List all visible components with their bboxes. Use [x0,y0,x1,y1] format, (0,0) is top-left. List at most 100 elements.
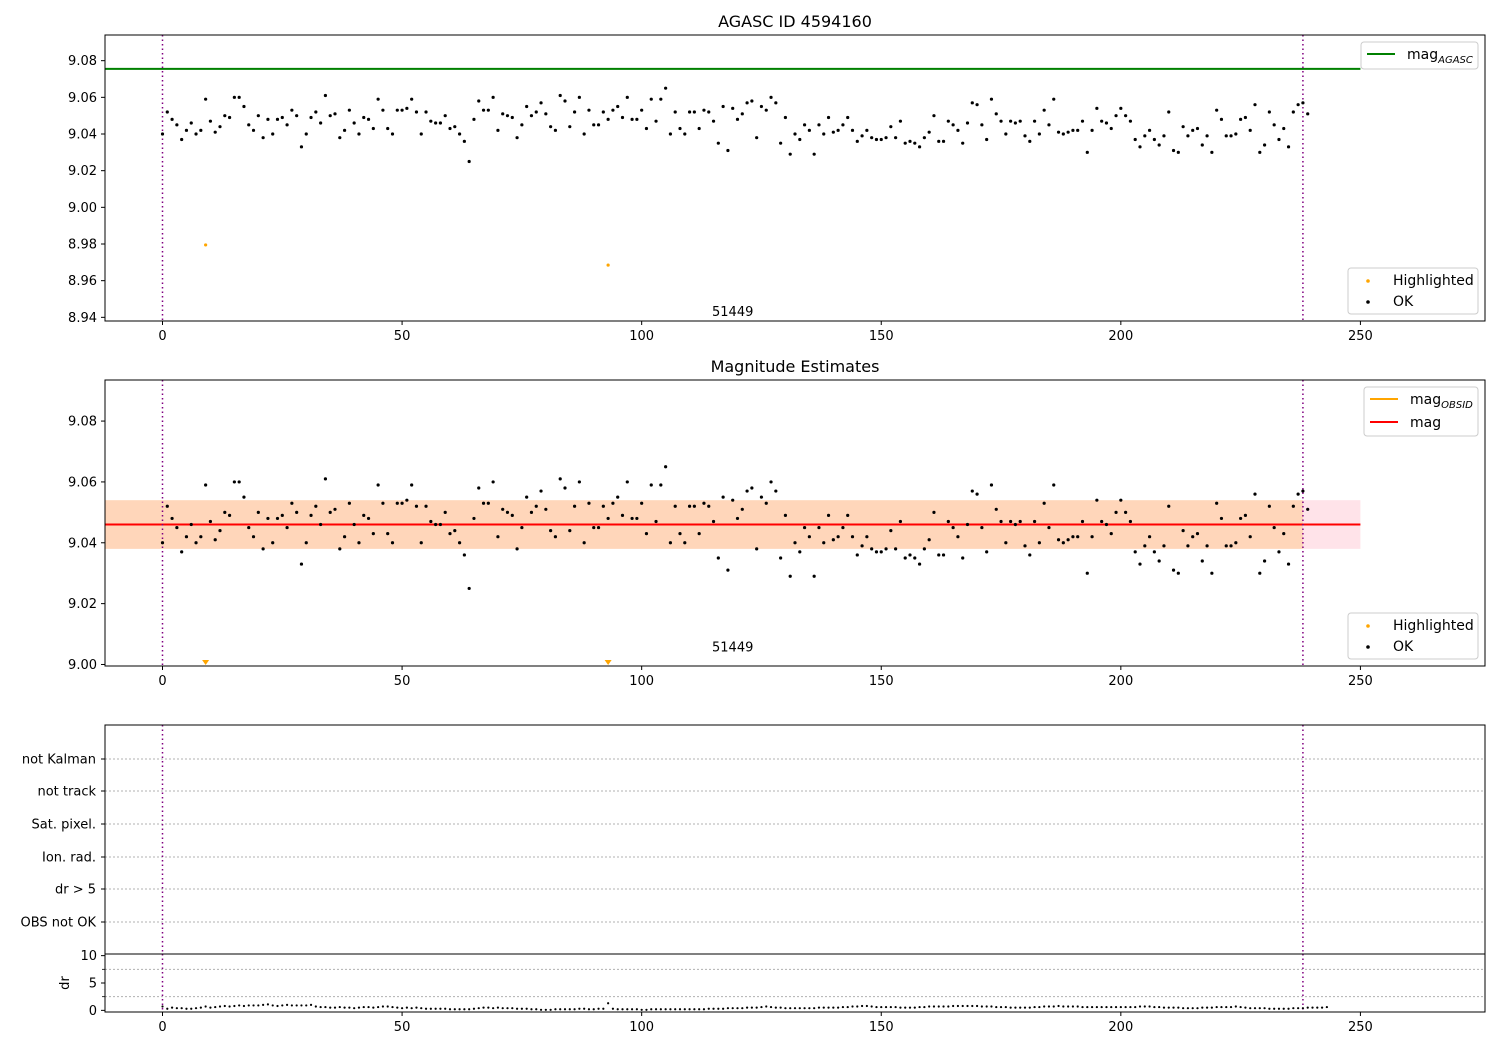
dr-point [1205,1006,1209,1009]
ok-point [218,125,222,129]
ok-point [338,136,342,140]
ok-point [1076,128,1080,132]
x-tick-label: 150 [869,1020,894,1035]
ok-point [975,103,979,107]
ok-point [846,513,850,517]
dr-point [1100,1005,1103,1009]
ok-point [405,498,409,502]
dr-point [961,1004,964,1008]
dr-point [353,1007,356,1010]
ok-point [860,544,864,548]
dr-point [669,1008,672,1011]
ok-point [678,126,682,131]
ok-point [486,108,490,112]
ok-point [390,541,395,545]
ok-point [611,108,615,112]
dr-point [769,1005,773,1009]
y-tick-label: 9.08 [68,415,97,430]
ok-point [1219,117,1224,121]
ok-point [1176,571,1180,575]
dr-point [698,1008,701,1011]
ok-point [366,516,371,521]
dr-point [1325,1005,1328,1009]
ok-point [673,504,677,508]
dr-point [1071,1005,1075,1008]
ok-point [481,108,486,112]
ok-point [371,126,375,131]
ok-point [160,132,165,136]
dr-point [808,1007,811,1010]
ok-point [620,513,625,517]
y-tick-label: 9.04 [68,128,97,143]
dr-point [645,1008,648,1011]
ok-point [1282,532,1286,536]
dr-point [458,1008,461,1011]
ok-point [812,574,816,578]
dr-point [1311,1006,1314,1009]
ok-point [903,556,907,560]
ok-point [894,547,898,551]
ok-point [802,525,807,530]
dr-point [434,1007,437,1010]
ok-point [1306,507,1310,511]
ok-point [438,121,443,125]
dr-point [492,1007,495,1010]
flag-label: Ion. rad. [42,851,96,866]
ok-point [755,136,759,140]
ok-point [1267,504,1271,508]
dr-point [664,1008,667,1011]
dr-point [410,1007,413,1010]
panel-magnitude-estimates: Magnitude Estimates 51449 0 50 100 150 200 250 9… [68,357,1486,689]
panel-dr: 0 50 100 150 200 250 0 5 10 dr [58,949,1486,1035]
ok-point [1215,501,1219,505]
x-tick-label: 50 [394,1020,411,1035]
ok-point [994,112,998,116]
dr-point [161,1005,164,1008]
ok-point [553,535,558,539]
y-tick-label: 9.06 [68,475,97,490]
ok-point [1147,535,1152,539]
ok-point [525,495,529,499]
ok-point [793,132,797,136]
ok-point [1080,119,1085,123]
ok-point [438,522,443,527]
ok-point [443,510,447,514]
dr-point [424,1007,428,1010]
ok-point [1286,562,1291,566]
dr-point [1167,1006,1170,1009]
dr-point [257,1004,260,1007]
ok-point [213,130,217,134]
dr-point [429,1007,432,1010]
ok-point [1133,550,1137,554]
ok-point [678,532,682,536]
y-tick-label: 9.04 [68,536,97,551]
ok-point [376,483,380,487]
ok-point [601,504,605,508]
ok-point [1229,134,1233,138]
y-tick-label: 8.98 [68,238,97,253]
dr-point [204,1005,207,1008]
ok-point [596,525,601,530]
dr-point [688,1008,691,1011]
ok-point [774,101,778,105]
ok-point [309,115,313,120]
legend-highlighted-label: Highlighted [1393,273,1474,289]
dr-point [793,1007,797,1010]
ok-point [1056,538,1061,542]
ok-point [831,130,835,134]
dr-point [515,1007,519,1010]
ok-point [922,547,926,551]
dr-point [199,1006,202,1009]
dr-point [453,1008,456,1011]
dr-point [362,1005,365,1009]
ok-point [496,128,500,132]
ok-point [764,108,768,112]
dr-point [1052,1005,1055,1008]
dr-point [908,1006,912,1009]
ok-point [1262,143,1267,147]
chart-title: Magnitude Estimates [711,357,880,376]
legend-top [1360,41,1479,70]
ok-point [1009,519,1013,524]
ok-point [400,501,404,505]
ok-point [1219,516,1224,521]
